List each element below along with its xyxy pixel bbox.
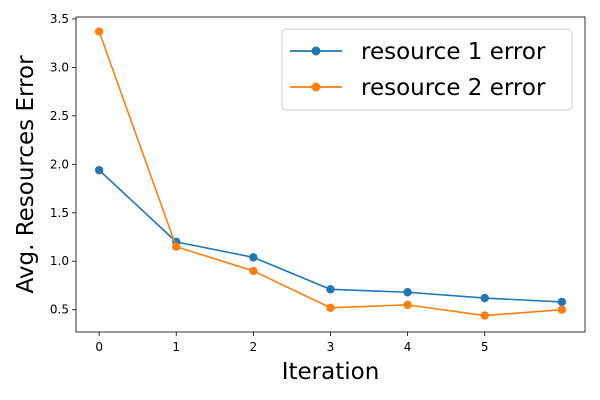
legend-marker: [311, 82, 321, 92]
legend-box: [281, 28, 573, 111]
data-point: [557, 305, 567, 314]
data-point: [326, 303, 335, 312]
y-axis-title: Avg. Resources Error: [13, 55, 39, 294]
legend-label: resource 2 error: [361, 75, 546, 101]
y-tick-label: 2.5: [50, 109, 69, 123]
x-axis-ticks: 0 1 2 3 4 5: [95, 332, 489, 354]
data-point: [557, 297, 567, 307]
x-tick-label: 4: [404, 340, 412, 354]
x-tick-label: 2: [250, 340, 258, 354]
data-point: [480, 311, 489, 320]
series-2: [94, 27, 567, 320]
data-point: [403, 288, 412, 297]
legend-item: resource 2 error: [290, 75, 546, 101]
legend-items: resource 1 error resource 2 error: [290, 39, 546, 101]
data-point: [172, 242, 181, 251]
x-tick-label: 5: [481, 340, 489, 354]
x-tick-label: 3: [327, 340, 335, 354]
y-tick-label: 3.0: [50, 60, 69, 74]
data-point: [480, 293, 489, 303]
data-point: [326, 285, 335, 294]
y-tick-label: 1.0: [50, 254, 69, 268]
data-point: [403, 300, 412, 310]
y-tick-label: 2.0: [50, 157, 69, 171]
x-tick-label: 1: [172, 340, 180, 354]
y-tick-label: 1.5: [50, 206, 69, 220]
x-axis-title: Iteration: [282, 359, 380, 385]
legend-marker: [311, 46, 321, 56]
legend-item: resource 1 error: [290, 39, 546, 65]
series-line: [98, 169, 562, 303]
data-point: [249, 253, 258, 262]
series-layer: [94, 27, 567, 320]
series-1: [94, 165, 567, 307]
legend-label: resource 1 error: [361, 39, 546, 65]
y-axis-ticks: 0.5 1.0 1.5 2.0 2.5 3.0 3.5: [50, 12, 76, 317]
legend: resource 1 error resource 2 error: [281, 28, 573, 111]
data-point: [249, 266, 258, 276]
y-tick-label: 3.5: [50, 12, 69, 26]
data-point: [94, 27, 104, 36]
data-point: [94, 165, 104, 175]
x-tick-label: 0: [95, 340, 103, 354]
y-tick-label: 0.5: [50, 303, 69, 317]
